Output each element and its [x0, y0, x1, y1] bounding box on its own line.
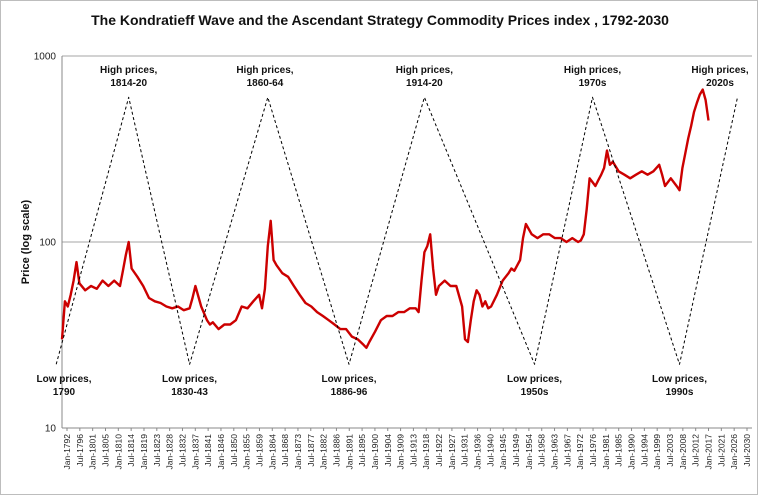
x-tick-label: Jan-1945 — [498, 434, 508, 470]
x-tick-label: Jul-1841 — [203, 434, 213, 467]
x-tick-label: Jan-1891 — [344, 434, 354, 470]
low-prices-annotation: Low prices, — [36, 374, 91, 385]
low-prices-annotation: 1950s — [521, 387, 549, 398]
x-tick-label: Jul-1904 — [383, 434, 393, 467]
commodity-price-line — [60, 88, 710, 349]
x-tick-label: Jan-1810 — [113, 434, 123, 470]
chart-title: The Kondratieff Wave and the Ascendant S… — [91, 12, 669, 28]
x-tick-label: Jul-1832 — [177, 434, 187, 467]
x-tick-label: Jan-1846 — [216, 434, 226, 470]
low-prices-annotation: 1990s — [666, 387, 694, 398]
x-tick-label: Jan-2017 — [704, 434, 714, 470]
low-prices-annotation: 1886-96 — [331, 387, 368, 398]
x-tick-label: Jul-1922 — [434, 434, 444, 467]
high-prices-annotation: High prices, — [100, 65, 157, 76]
x-tick-label: Jan-1918 — [421, 434, 431, 470]
x-tick-label: Jul-1976 — [588, 434, 598, 467]
x-tick-label: Jan-1936 — [473, 434, 483, 470]
high-prices-annotation: High prices, — [691, 65, 748, 76]
x-tick-label: Jan-1819 — [139, 434, 149, 470]
y-tick-label: 1000 — [34, 52, 57, 63]
y-tick-label: 100 — [39, 238, 56, 249]
x-tick-label: Jan-1792 — [62, 434, 72, 470]
x-tick-label: Jul-1985 — [614, 434, 624, 467]
low-prices-annotation: Low prices, — [652, 374, 707, 385]
x-tick-label: Jul-2021 — [716, 434, 726, 467]
x-tick-label: Jul-1967 — [562, 434, 572, 467]
x-tick-label: Jul-2003 — [665, 434, 675, 467]
x-tick-label: Jan-1828 — [165, 434, 175, 470]
x-tick-label: Jul-1895 — [357, 434, 367, 467]
low-prices-annotation: 1790 — [53, 387, 76, 398]
x-tick-label: Jul-1949 — [511, 434, 521, 467]
x-tick-label: Jul-1940 — [485, 434, 495, 467]
y-tick-label: 10 — [45, 424, 57, 435]
x-tick-label: Jul-1814 — [126, 434, 136, 467]
y-axis-label: Price (log scale) — [20, 199, 32, 284]
x-tick-label: Jan-1981 — [601, 434, 611, 470]
x-tick-label: Jan-1900 — [370, 434, 380, 470]
x-tick-label: Jan-2008 — [678, 434, 688, 470]
x-tick-label: Jul-1823 — [152, 434, 162, 467]
high-prices-annotation: 1814-20 — [110, 78, 147, 89]
x-tick-label: Jan-1954 — [524, 434, 534, 470]
x-tick-label: Jul-1958 — [537, 434, 547, 467]
x-tick-label: Jul-1850 — [229, 434, 239, 467]
x-tick-label: Jan-1837 — [190, 434, 200, 470]
low-prices-annotation: Low prices, — [322, 374, 377, 385]
kondratieff-wave-line — [55, 96, 738, 365]
high-prices-annotation: 1914-20 — [406, 78, 443, 89]
x-tick-label: Jan-1909 — [396, 434, 406, 470]
x-tick-label: Jan-1972 — [575, 434, 585, 470]
x-tick-label: Jul-1886 — [331, 434, 341, 467]
x-tick-label: Jan-1963 — [550, 434, 560, 470]
low-prices-annotation: 1830-43 — [171, 387, 208, 398]
x-tick-label: Jan-1990 — [627, 434, 637, 470]
x-tick-label: Jul-2012 — [691, 434, 701, 467]
x-tick-label: Jan-1864 — [267, 434, 277, 470]
high-prices-annotation: High prices, — [236, 65, 293, 76]
x-tick-label: Jan-1873 — [293, 434, 303, 470]
x-tick-label: Jul-1805 — [100, 434, 110, 467]
x-tick-label: Jul-1859 — [254, 434, 264, 467]
x-tick-label: Jan-1801 — [88, 434, 98, 470]
x-tick-label: Jan-1927 — [447, 434, 457, 470]
x-tick-label: Jul-1994 — [639, 434, 649, 467]
x-tick-label: Jan-1882 — [319, 434, 329, 470]
high-prices-annotation: 1970s — [579, 78, 607, 89]
x-tick-label: Jan-2026 — [729, 434, 739, 470]
x-tick-label: Jan-1999 — [652, 434, 662, 470]
high-prices-annotation: High prices, — [396, 65, 453, 76]
high-prices-annotation: 2020s — [706, 78, 734, 89]
high-prices-annotation: High prices, — [564, 65, 621, 76]
x-tick-label: Jul-1796 — [75, 434, 85, 467]
high-prices-annotation: 1860-64 — [247, 78, 284, 89]
x-tick-label: Jul-1877 — [306, 434, 316, 467]
x-tick-label: Jul-1931 — [460, 434, 470, 467]
low-prices-annotation: Low prices, — [507, 374, 562, 385]
x-tick-label: Jul-2030 — [742, 434, 752, 467]
x-tick-label: Jul-1868 — [280, 434, 290, 467]
low-prices-annotation: Low prices, — [162, 374, 217, 385]
x-tick-label: Jan-1855 — [242, 434, 252, 470]
x-tick-label: Jul-1913 — [408, 434, 418, 467]
